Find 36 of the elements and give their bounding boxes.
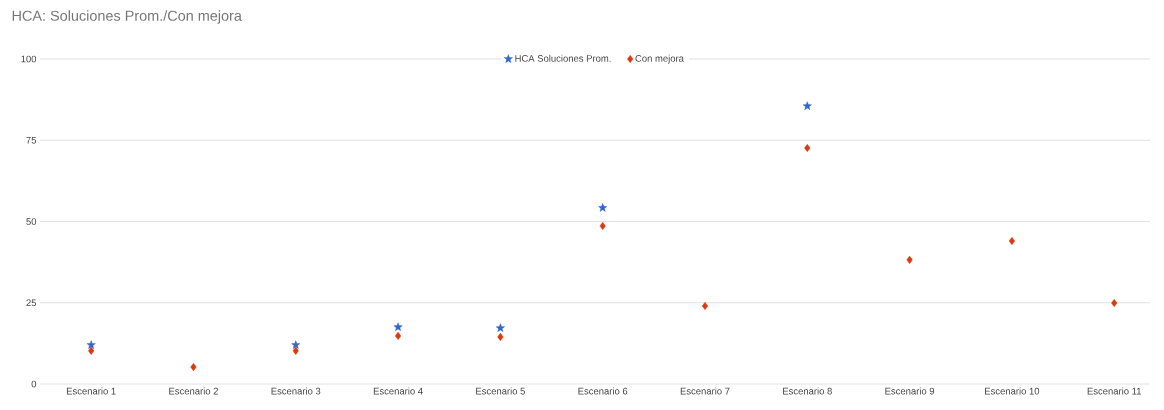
x-tick-label: Escenario 11 <box>1087 387 1142 395</box>
legend-label: HCA Soluciones Prom. <box>515 54 611 62</box>
x-tick-label: Escenario 2 <box>169 387 218 395</box>
x-tick-label: Escenario 9 <box>885 387 935 395</box>
x-tick-label: Escenario 1 <box>66 387 116 395</box>
point <box>906 255 913 264</box>
point <box>599 222 606 231</box>
x-tick-label: Escenario 7 <box>680 387 730 395</box>
point <box>190 363 197 372</box>
point <box>1008 237 1015 245</box>
point <box>802 101 812 110</box>
point <box>86 340 96 349</box>
x-tick-label: Escenario 4 <box>373 387 423 395</box>
point <box>701 302 709 310</box>
point <box>497 332 504 341</box>
y-tick-label: 75 <box>26 136 37 144</box>
x-tick-label: Escenario 6 <box>578 387 628 395</box>
x-tick-label: Escenario 3 <box>271 387 321 395</box>
x-tick-label: Escenario 8 <box>783 387 832 395</box>
point <box>292 346 299 355</box>
y-tick-label: 100 <box>21 55 37 63</box>
y-tick-label: 25 <box>26 299 37 307</box>
point <box>393 322 403 331</box>
point <box>495 323 505 332</box>
chart-title: HCA: Soluciones Prom./Con mejora <box>12 10 242 24</box>
point <box>291 340 301 349</box>
legend-label: Con mejora <box>635 54 684 64</box>
x-tick-label: Escenario 10 <box>985 387 1040 395</box>
y-tick-label: 50 <box>26 218 37 225</box>
x-tick-label: Escenario 5 <box>476 387 525 395</box>
point <box>804 144 811 153</box>
point <box>598 203 608 212</box>
point <box>88 346 95 355</box>
y-tick-label: 0 <box>31 380 37 388</box>
point <box>395 331 402 340</box>
point <box>1111 299 1118 308</box>
